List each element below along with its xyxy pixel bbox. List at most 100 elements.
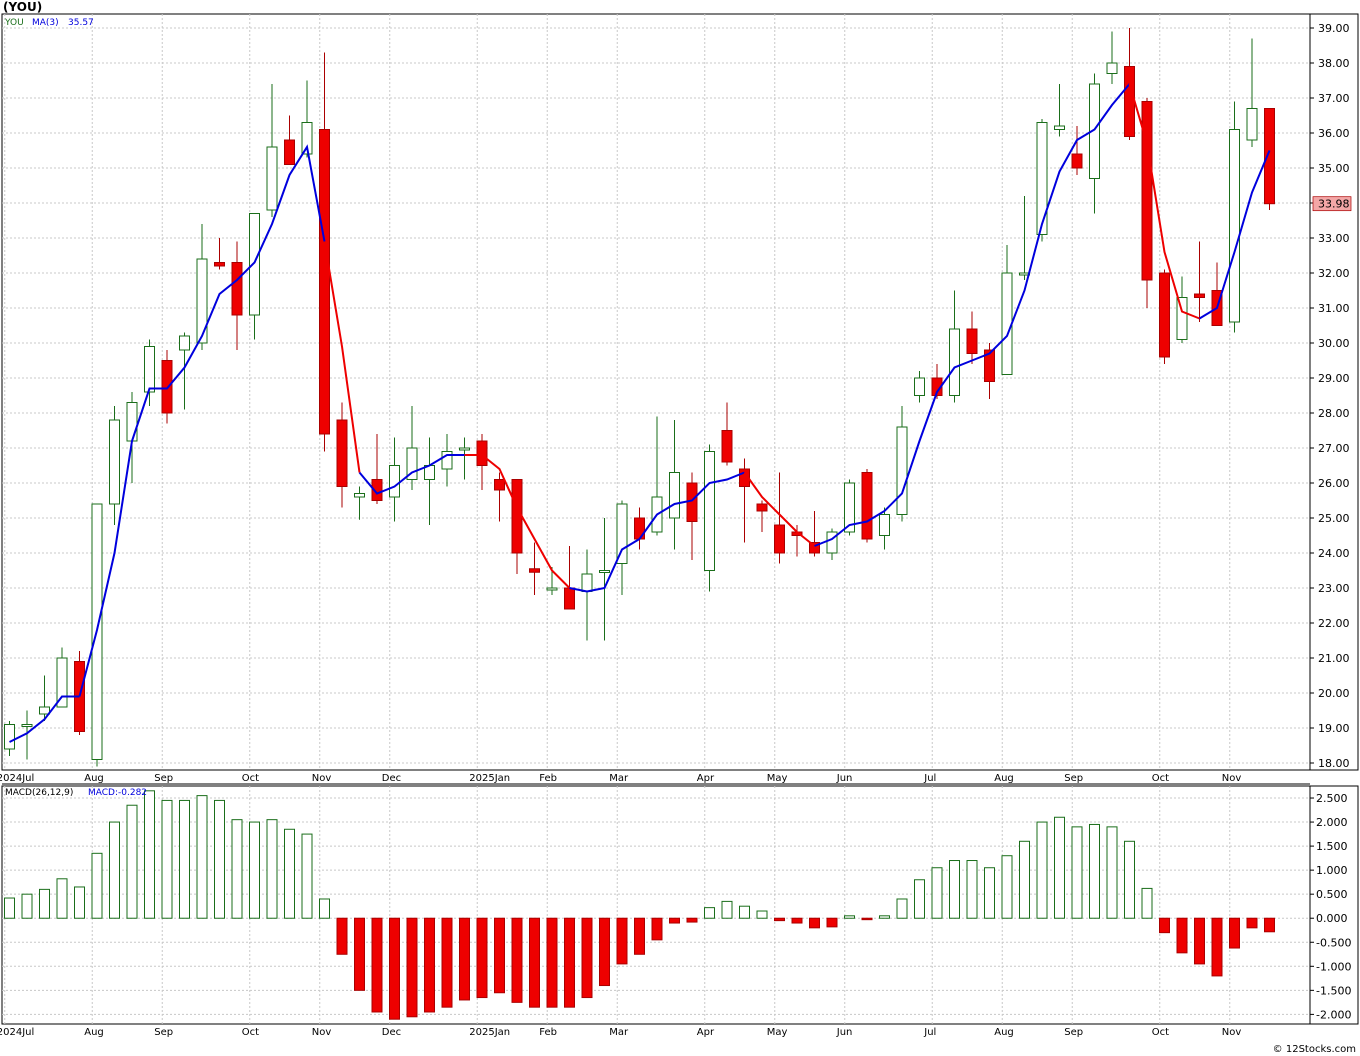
up-candle bbox=[39, 675, 50, 721]
macd-x-label: Feb bbox=[539, 1027, 557, 1038]
price-panel bbox=[1, 13, 1311, 771]
price-x-label: Aug bbox=[994, 773, 1014, 784]
price-tick-label: 27.00 bbox=[1318, 442, 1350, 455]
up-candle bbox=[196, 224, 208, 350]
macd-bar-positive bbox=[284, 828, 295, 919]
down-candle bbox=[494, 472, 505, 522]
candle-body bbox=[896, 426, 908, 515]
ma3-segment-down bbox=[1128, 83, 1200, 320]
up-candle bbox=[21, 710, 33, 760]
macd-bar-negative bbox=[826, 917, 838, 928]
candle-body bbox=[336, 419, 348, 487]
ma3-line bbox=[9, 83, 1271, 743]
macd-bar-positive bbox=[21, 893, 33, 919]
up-candle bbox=[179, 332, 190, 410]
candle-body bbox=[196, 258, 208, 344]
macd-bar-positive bbox=[1124, 840, 1135, 919]
price-tick-label: 31.00 bbox=[1318, 302, 1350, 315]
price-tick-label: 32.00 bbox=[1318, 267, 1350, 280]
macd-bar-positive bbox=[879, 915, 890, 919]
candle-body bbox=[739, 468, 750, 487]
macd-bar-positive bbox=[984, 867, 995, 919]
price-tick-label: 25.00 bbox=[1318, 512, 1350, 525]
candle-body bbox=[389, 465, 400, 498]
legend-ma-label: MA(3) bbox=[32, 18, 59, 28]
up-candle bbox=[4, 721, 15, 756]
price-gridlines bbox=[2, 14, 1310, 770]
up-candle bbox=[91, 503, 103, 767]
last-price-tag-bg bbox=[1312, 196, 1352, 212]
candle-body bbox=[634, 517, 645, 540]
macd-bar-positive bbox=[1071, 826, 1083, 919]
candle-body bbox=[126, 402, 138, 442]
ma3-segment-down bbox=[323, 241, 361, 473]
macd-bar-positive bbox=[319, 898, 330, 919]
down-candle bbox=[231, 241, 243, 350]
price-x-label: Oct bbox=[242, 773, 259, 784]
macd-tick-label: 1.500 bbox=[1316, 840, 1348, 853]
price-tick-label: 23.00 bbox=[1318, 582, 1350, 595]
candle-body bbox=[669, 472, 680, 519]
price-x-label: 2024Jul bbox=[0, 773, 34, 784]
macd-bar-positive bbox=[1001, 855, 1013, 919]
up-candle bbox=[879, 507, 890, 550]
macd-bar-positive bbox=[704, 907, 715, 919]
ma3-segment-up bbox=[569, 471, 745, 593]
macd-x-label: Jun bbox=[836, 1027, 853, 1038]
macd-bar-positive bbox=[249, 821, 260, 919]
candle-body bbox=[844, 482, 855, 533]
candle-body bbox=[406, 447, 418, 480]
macd-bar-negative bbox=[581, 917, 593, 999]
macd-bar-negative bbox=[389, 917, 400, 1020]
macd-x-label: Nov bbox=[312, 1027, 332, 1038]
up-candle bbox=[441, 434, 453, 487]
candlestick-series bbox=[4, 28, 1275, 767]
ma3-segment-down bbox=[743, 471, 816, 547]
ma3-segment-up bbox=[814, 83, 1131, 547]
macd-x-label: Sep bbox=[1064, 1027, 1083, 1038]
candle-body bbox=[1071, 153, 1083, 169]
macd-tick-label: -1.000 bbox=[1316, 960, 1351, 973]
down-candle bbox=[1141, 98, 1153, 308]
macd-bar-negative bbox=[686, 917, 698, 923]
macd-bar-positive bbox=[966, 860, 978, 919]
price-x-label: Sep bbox=[1064, 773, 1083, 784]
last-price-tag: 33.98 bbox=[1318, 198, 1350, 211]
price-x-label: 2025Jan bbox=[469, 773, 510, 784]
down-candle bbox=[966, 311, 978, 364]
macd-x-label: Jul bbox=[923, 1027, 936, 1038]
price-x-label: May bbox=[767, 773, 788, 784]
up-candle bbox=[826, 528, 838, 560]
candle-body bbox=[564, 587, 575, 610]
macd-y-axis: 2.500 2.000 1.500 1.000 0.500 0.000 -0.500 -1.0… bbox=[1310, 792, 1351, 1021]
macd-x-label: Apr bbox=[697, 1027, 715, 1038]
price-tick-label: 28.00 bbox=[1318, 407, 1350, 420]
macd-bar-positive bbox=[126, 804, 138, 919]
ma3-segment-down bbox=[464, 454, 571, 589]
macd-bar-negative bbox=[424, 917, 435, 1013]
macd-tick-label: 2.500 bbox=[1316, 792, 1348, 805]
macd-legend-label: MACD(26,12,9) bbox=[5, 788, 73, 798]
price-x-label: Oct bbox=[1152, 773, 1169, 784]
macd-tick-label: 2.000 bbox=[1316, 816, 1348, 829]
price-tick-label: 29.00 bbox=[1318, 372, 1350, 385]
candle-body bbox=[616, 503, 628, 564]
price-x-label: Aug bbox=[84, 773, 104, 784]
macd-bar-negative bbox=[546, 917, 558, 1008]
down-candle bbox=[861, 469, 873, 543]
macd-bar-positive bbox=[1141, 887, 1153, 919]
macd-bar-positive bbox=[1089, 823, 1100, 919]
macd-x-label: Aug bbox=[84, 1027, 104, 1038]
down-candle bbox=[529, 542, 540, 595]
up-candle bbox=[249, 213, 260, 340]
price-tick-label: 36.00 bbox=[1318, 127, 1350, 140]
down-candle bbox=[336, 402, 348, 508]
candle-body bbox=[354, 493, 365, 498]
macd-bar-negative bbox=[1176, 917, 1188, 954]
candle-body bbox=[529, 568, 540, 573]
up-candle bbox=[669, 420, 680, 550]
candle-body bbox=[1001, 272, 1013, 375]
macd-bar-negative bbox=[599, 917, 610, 987]
price-tick-label: 19.00 bbox=[1318, 722, 1350, 735]
candle-body bbox=[144, 346, 155, 393]
